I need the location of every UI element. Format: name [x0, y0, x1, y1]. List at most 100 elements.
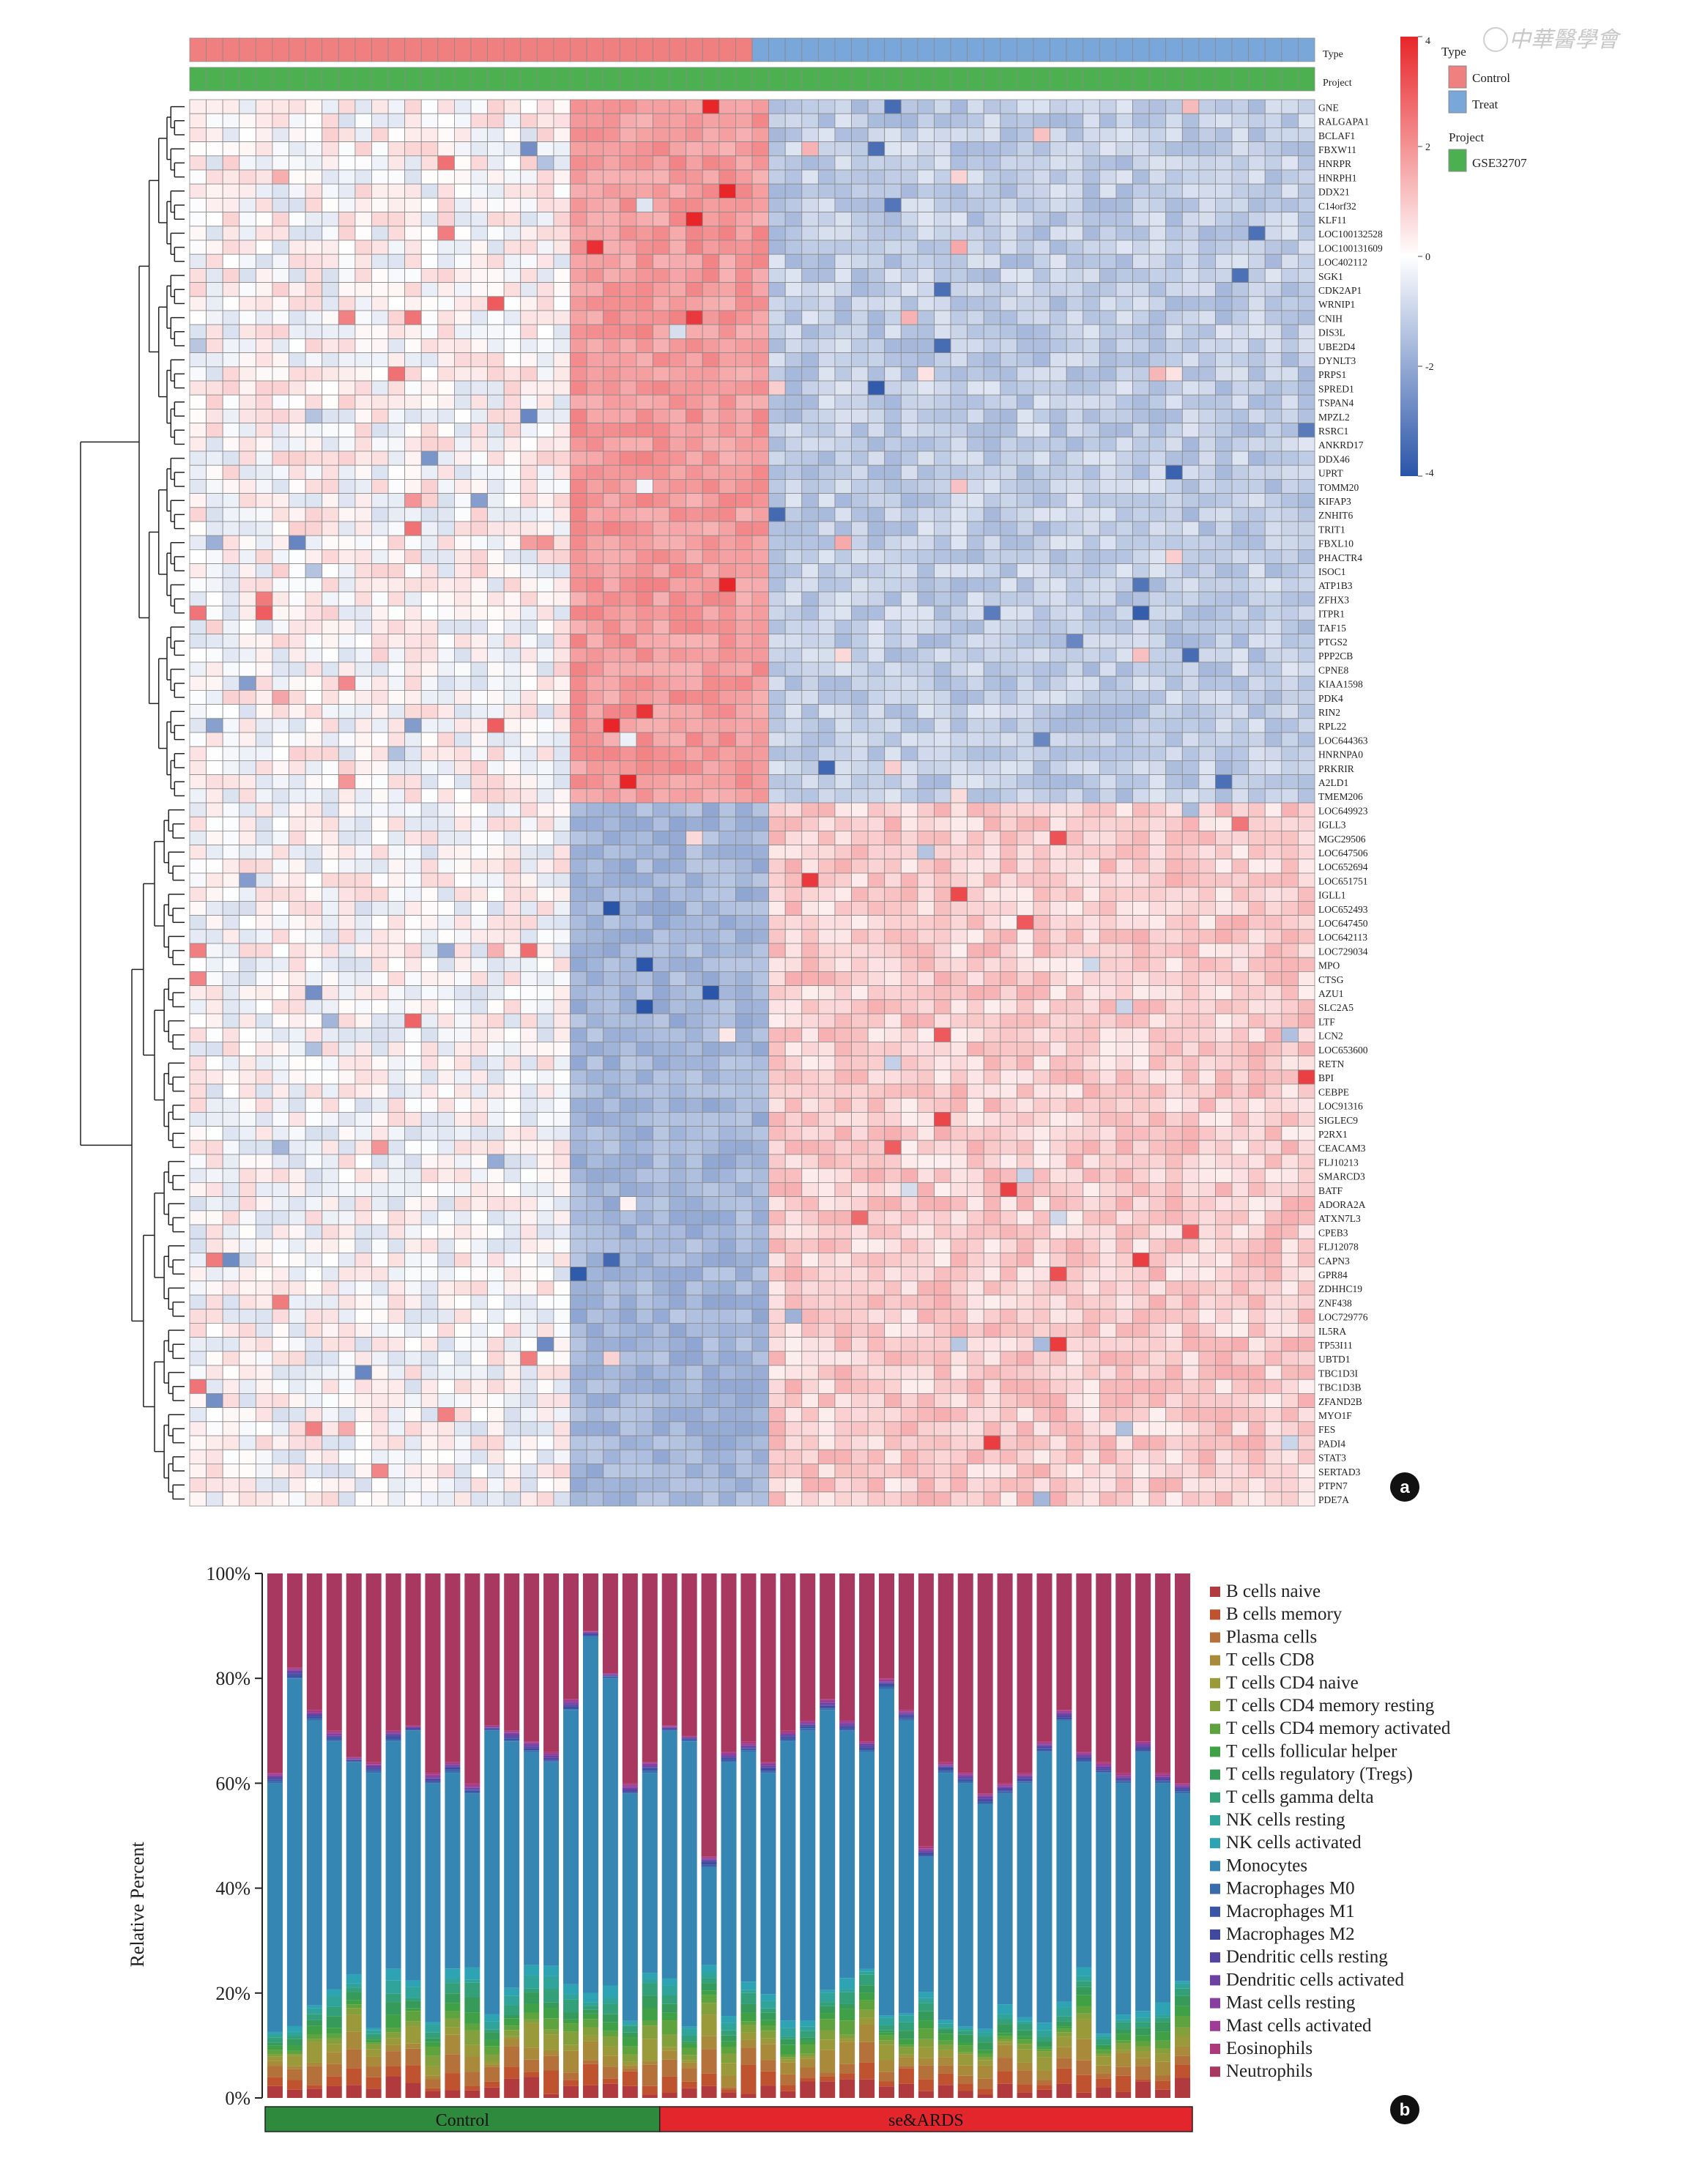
heatmap-cell: [487, 549, 505, 565]
heatmap-cell: [189, 957, 207, 972]
heatmap-cell: [437, 675, 455, 691]
heatmap-cell: [1181, 943, 1200, 958]
heatmap-cell: [305, 521, 323, 536]
heatmap-cell: [801, 310, 819, 325]
heatmap-cell: [636, 253, 653, 269]
heatmap-cell: [917, 1013, 935, 1028]
heatmap-cell: [1264, 169, 1282, 185]
heatmap-cell: [420, 169, 439, 185]
heatmap-cell: [503, 943, 521, 958]
heatmap-cell: [867, 338, 885, 353]
heatmap-cell: [536, 605, 554, 620]
heatmap-cell: [603, 212, 620, 227]
heatmap-cell: [967, 310, 984, 325]
heatmap-cell: [1115, 226, 1133, 241]
heatmap-cell: [289, 549, 306, 565]
heatmap-cell: [454, 760, 472, 776]
heatmap-cell: [884, 212, 902, 227]
heatmap-cell: [934, 1013, 951, 1028]
heatmap-cell: [1198, 675, 1216, 691]
heatmap-cell: [801, 493, 819, 508]
heatmap-cell: [917, 450, 935, 466]
heatmap-cell: [570, 985, 587, 1001]
heatmap-cell: [272, 831, 289, 846]
heatmap-cell: [189, 450, 207, 466]
heatmap-cell: [322, 563, 339, 579]
heatmap-cell: [1132, 929, 1150, 944]
heatmap-cell: [1264, 704, 1282, 719]
heatmap-cell: [487, 535, 505, 550]
heatmap-cell: [1115, 155, 1133, 171]
heatmap-cell: [817, 661, 836, 677]
heatmap-cell: [255, 253, 273, 269]
heatmap-cell: [1281, 788, 1299, 804]
heatmap-cell: [636, 732, 653, 747]
heatmap-cell: [967, 999, 984, 1015]
heatmap-cell: [1264, 915, 1282, 930]
heatmap-cell: [487, 760, 505, 776]
heatmap-cell: [719, 183, 736, 199]
heatmap-cell: [272, 394, 289, 409]
heatmap-cell: [454, 872, 472, 888]
heatmap-cell: [1099, 338, 1117, 353]
heatmap-cell: [387, 816, 406, 831]
heatmap-cell: [702, 450, 720, 466]
heatmap-cell: [387, 872, 406, 888]
project-annotation-cell: [867, 67, 885, 92]
type-annotation-cell: [917, 37, 935, 62]
heatmap-cell: [206, 464, 223, 480]
heatmap-cell: [1083, 675, 1100, 691]
heatmap-cell: [1083, 802, 1100, 817]
heatmap-cell: [702, 929, 720, 944]
heatmap-cell: [801, 212, 819, 227]
heatmap-cell: [934, 999, 951, 1015]
heatmap-cell: [967, 872, 984, 888]
heatmap-cell: [851, 296, 869, 311]
heatmap-cell: [801, 282, 819, 297]
heatmap-cell: [784, 605, 803, 620]
heatmap-cell: [900, 141, 918, 157]
heatmap-cell: [1198, 479, 1216, 494]
heatmap-cell: [1231, 957, 1250, 972]
heatmap-cell: [1000, 732, 1017, 747]
heatmap-cell: [1165, 521, 1183, 536]
heatmap-cell: [536, 1027, 554, 1042]
heatmap-cell: [735, 282, 753, 297]
heatmap-cell: [420, 464, 439, 480]
heatmap-cell: [934, 352, 951, 368]
heatmap-cell: [371, 760, 389, 776]
heatmap-cell: [851, 549, 869, 565]
heatmap-cell: [603, 366, 620, 382]
heatmap-cell: [867, 591, 885, 607]
heatmap-cell: [751, 296, 769, 311]
heatmap-cell: [653, 816, 670, 831]
heatmap-cell: [751, 113, 769, 128]
heatmap-cell: [851, 886, 869, 902]
heatmap-cell: [1132, 464, 1150, 480]
heatmap-cell: [768, 1013, 786, 1028]
heatmap-cell: [503, 394, 521, 409]
heatmap-cell: [1115, 577, 1133, 593]
heatmap-cell: [817, 859, 836, 874]
heatmap-cell: [1165, 985, 1183, 1001]
heatmap-cell: [1050, 226, 1067, 241]
heatmap-cell: [305, 450, 323, 466]
heatmap-cell: [1000, 901, 1017, 916]
heatmap-cell: [1231, 183, 1250, 199]
heatmap-cell: [503, 971, 521, 987]
heatmap-cell: [371, 267, 389, 283]
heatmap-cell: [338, 816, 356, 831]
heatmap-cell: [917, 690, 935, 705]
heatmap-cell: [338, 169, 356, 185]
heatmap-cell: [289, 394, 306, 409]
heatmap-cell: [1033, 296, 1050, 311]
heatmap-cell: [817, 915, 836, 930]
heatmap-cell: [1132, 127, 1150, 142]
heatmap-cell: [503, 957, 521, 972]
type-annotation-cell: [289, 37, 306, 62]
heatmap-cell: [371, 450, 389, 466]
heatmap-cell: [1198, 113, 1216, 128]
heatmap-cell: [454, 732, 472, 747]
heatmap-cell: [354, 99, 372, 114]
type-annotation-cell: [983, 37, 1001, 62]
